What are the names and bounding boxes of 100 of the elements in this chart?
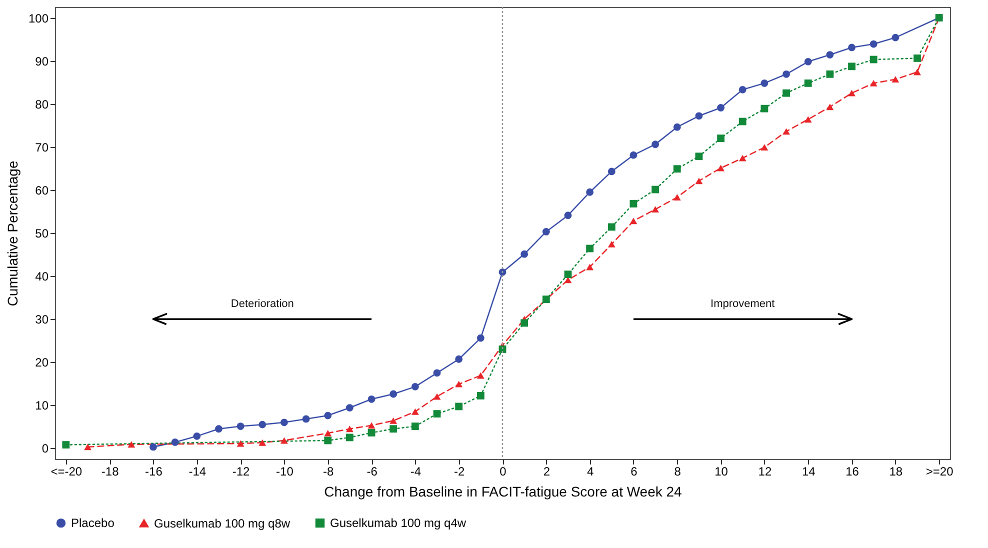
point <box>455 355 463 363</box>
x-tick-label: -18 <box>101 464 120 478</box>
point <box>870 80 878 86</box>
point <box>433 410 441 418</box>
point <box>782 70 790 78</box>
point <box>892 34 900 42</box>
y-tick-label: 0 <box>42 442 49 456</box>
point <box>258 439 266 446</box>
point <box>738 118 746 126</box>
y-tick-label: 80 <box>35 97 49 112</box>
x-tick-label: -14 <box>188 464 206 478</box>
point <box>717 164 724 172</box>
y-tick-label: 100 <box>28 11 49 26</box>
point <box>804 58 812 66</box>
point <box>608 223 616 231</box>
point <box>826 51 834 58</box>
legend-label: Guselkumab 100 mg q4w <box>330 516 466 530</box>
point <box>564 212 572 220</box>
x-tick-label: 8 <box>674 464 682 478</box>
point <box>630 218 638 224</box>
legend-label: Guselkumab 100 mg q8w <box>154 516 290 530</box>
point <box>411 382 419 390</box>
y-tick-label: 90 <box>35 54 49 68</box>
y-tick-label: 70 <box>35 140 49 154</box>
point <box>738 86 746 94</box>
point <box>760 104 768 112</box>
point <box>280 418 288 426</box>
point <box>870 56 878 64</box>
point <box>848 90 856 96</box>
point <box>782 128 790 135</box>
y-tick-label: 40 <box>35 270 49 284</box>
point <box>848 44 856 52</box>
point <box>520 319 528 327</box>
point <box>346 404 354 412</box>
point <box>630 151 638 159</box>
point <box>695 112 703 120</box>
point <box>673 194 681 200</box>
y-axis-title: Cumulative Percentage <box>4 160 20 306</box>
y-tick-label: 50 <box>35 226 49 240</box>
x-tick-label: 16 <box>846 464 860 478</box>
point <box>673 165 681 173</box>
x-tick-label: 4 <box>586 464 594 478</box>
point <box>804 79 812 87</box>
point <box>520 250 528 258</box>
point <box>368 395 376 403</box>
point <box>324 436 332 444</box>
point <box>280 437 288 444</box>
point <box>892 76 900 83</box>
point <box>804 116 812 123</box>
point <box>760 144 768 151</box>
point <box>411 408 419 415</box>
point <box>717 104 724 112</box>
point <box>346 434 354 442</box>
point <box>150 443 157 451</box>
point <box>433 393 441 400</box>
point <box>258 420 266 428</box>
point <box>215 425 222 433</box>
point <box>171 438 179 446</box>
point <box>760 79 768 87</box>
point <box>476 392 484 400</box>
point <box>476 372 484 379</box>
point <box>455 402 463 410</box>
point <box>476 334 484 342</box>
x-tick-label: -4 <box>410 464 422 478</box>
annotation: Improvement <box>710 298 775 310</box>
point <box>586 244 594 252</box>
point <box>390 390 398 398</box>
x-tick-label: -2 <box>454 464 465 478</box>
point <box>62 441 70 448</box>
point <box>914 54 921 62</box>
point <box>346 426 354 432</box>
point <box>630 200 638 208</box>
point <box>193 432 201 440</box>
point <box>848 62 856 70</box>
point <box>586 264 594 270</box>
x-tick-label: <=-20 <box>50 464 82 478</box>
point <box>564 270 572 278</box>
point <box>390 425 398 433</box>
point <box>738 154 746 162</box>
y-tick-label: 10 <box>35 398 49 413</box>
annotation: Deterioration <box>230 298 294 310</box>
x-tick-label: -6 <box>366 464 378 478</box>
point <box>390 417 398 424</box>
point <box>608 240 616 248</box>
x-tick-label: 18 <box>889 464 903 478</box>
point <box>717 134 724 142</box>
point <box>236 422 244 430</box>
x-axis-title: Change from Baseline in FACIT-fatigue Score at Week 24 <box>324 484 682 500</box>
point <box>695 178 703 184</box>
point <box>84 444 92 450</box>
point <box>826 104 834 110</box>
x-tick-label: -16 <box>145 464 163 478</box>
point <box>128 441 136 448</box>
x-tick-label: 6 <box>630 464 638 478</box>
x-tick-label: -12 <box>232 464 250 478</box>
point <box>782 89 790 97</box>
point <box>324 430 332 436</box>
point <box>455 380 463 388</box>
point <box>542 296 550 303</box>
point <box>236 440 244 447</box>
